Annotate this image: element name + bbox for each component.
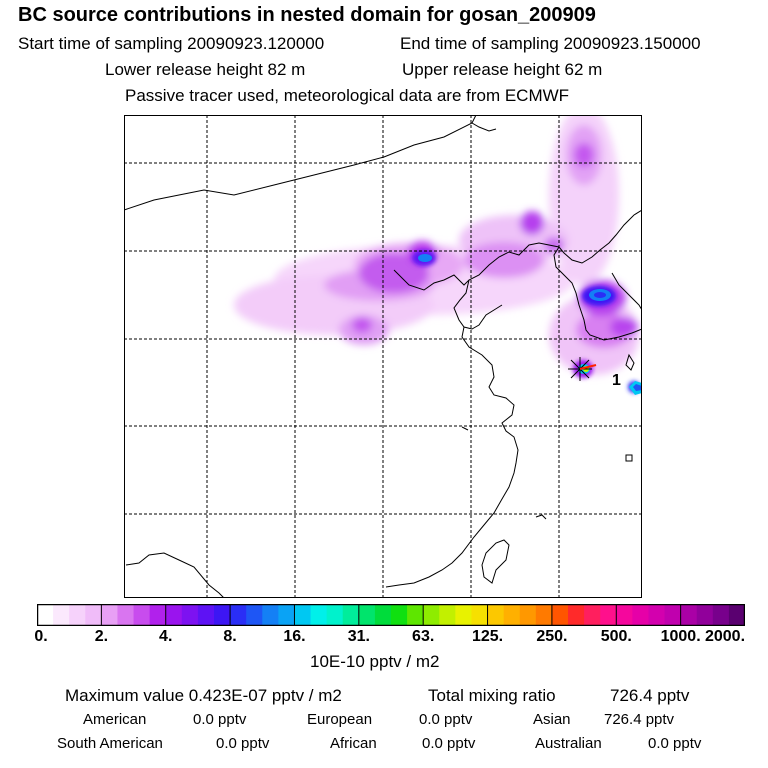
total-mixing-ratio-label: Total mixing ratio	[428, 686, 556, 705]
region-value: 0.0 pptv	[216, 735, 270, 752]
tracer-note: Passive tracer used, meteorological data…	[125, 86, 570, 105]
receptor-star-icon	[568, 357, 597, 381]
color-bar-cell	[600, 604, 617, 626]
end-time-label: End time of sampling 20090923.150000	[400, 34, 701, 53]
color-bar-tick-label: 63.	[412, 628, 435, 645]
color-bar-cell	[278, 604, 296, 626]
color-bar-cell	[117, 604, 135, 626]
coastlines	[124, 115, 642, 598]
color-bar-cell	[374, 604, 392, 626]
color-bar-cell	[680, 604, 698, 626]
color-bar-cell	[165, 604, 183, 626]
color-bar-tick-label: 0.	[34, 628, 48, 645]
color-bar-cell	[696, 604, 714, 626]
region-name: Australian	[535, 735, 602, 752]
color-bar-tick-label: 16.	[283, 628, 306, 645]
region-name: Asian	[533, 711, 571, 728]
color-bar-cell	[568, 604, 585, 626]
concentration-field	[234, 115, 642, 395]
color-bar-cell	[101, 604, 119, 626]
color-bar-cell	[149, 604, 167, 626]
color-bar-tick-label: 4.	[159, 628, 173, 645]
color-bar-cell	[487, 604, 505, 626]
color-bar-cell	[214, 604, 231, 626]
receptor-label: 1	[612, 372, 621, 389]
color-bar-cell	[439, 604, 456, 626]
color-bar-cell	[230, 604, 247, 626]
color-bar-cell	[455, 604, 473, 626]
color-bar-tick-label: 1000.	[660, 628, 701, 645]
color-bar-cell	[53, 604, 70, 626]
color-bar-tick-label: 31.	[347, 628, 370, 645]
color-bar-cell	[728, 604, 745, 626]
color-bar-cell	[503, 604, 521, 626]
color-bar-cell	[584, 604, 601, 626]
color-bar-cell	[535, 604, 553, 626]
color-bar-tick-label: 2.	[94, 628, 109, 645]
color-bar-cell	[181, 604, 199, 626]
region-value: 0.0 pptv	[648, 735, 702, 752]
total-mixing-ratio-value: 726.4 pptv	[610, 686, 690, 705]
color-bar-cell	[69, 604, 86, 626]
color-bar-cell	[197, 604, 215, 626]
region-name: European	[307, 711, 373, 728]
region-name: African	[330, 735, 377, 752]
color-bar	[37, 604, 745, 626]
region-value: 0.0 pptv	[193, 711, 247, 728]
color-bar-tick-label: 2000.	[704, 628, 746, 645]
color-bar-cell	[133, 604, 151, 626]
color-bar-cell	[648, 604, 666, 626]
color-bar-cell	[37, 604, 54, 626]
color-bar-cell	[632, 604, 650, 626]
color-bar-cell	[664, 604, 682, 626]
region-name: South American	[57, 735, 163, 752]
color-bar-cell	[246, 604, 263, 626]
color-bar-cell	[519, 604, 537, 626]
color-bar-cell	[262, 604, 279, 626]
color-bar-cell	[423, 604, 440, 626]
color-bar-cell	[616, 604, 633, 626]
color-bar-tick-label: 125.	[471, 628, 504, 645]
region-value: 726.4 pptv	[604, 711, 675, 728]
color-bar-tick-label: 250.	[536, 628, 568, 645]
start-time-label: Start time of sampling 20090923.120000	[18, 34, 325, 53]
region-value: 0.0 pptv	[422, 735, 476, 752]
color-bar-cell	[391, 604, 408, 626]
unit-label: 10E-10 pptv / m2	[310, 652, 440, 671]
color-bar-cell	[326, 604, 344, 626]
color-bar-cell	[342, 604, 360, 626]
color-bar-cell	[294, 604, 312, 626]
color-bar-cell	[310, 604, 328, 626]
graticule	[124, 115, 642, 598]
map-panel: 1	[124, 115, 642, 598]
plot-title: BC source contributions in nested domain…	[18, 4, 596, 26]
lower-release-label: Lower release height 82 m	[105, 60, 306, 79]
color-bar-cell	[85, 604, 102, 626]
upper-release-label: Upper release height 62 m	[402, 60, 603, 79]
region-value: 0.0 pptv	[419, 711, 473, 728]
color-bar-cell	[358, 604, 376, 626]
region-name: American	[83, 711, 147, 728]
color-bar-tick-label: 500.	[600, 628, 632, 645]
color-bar-tick-label: 8.	[223, 628, 237, 645]
color-bar-cell	[712, 604, 730, 626]
maximum-value: Maximum value 0.423E-07 pptv / m2	[65, 686, 342, 705]
color-bar-cell	[551, 604, 569, 626]
color-bar-cell	[471, 604, 489, 626]
color-bar-cell	[407, 604, 424, 626]
